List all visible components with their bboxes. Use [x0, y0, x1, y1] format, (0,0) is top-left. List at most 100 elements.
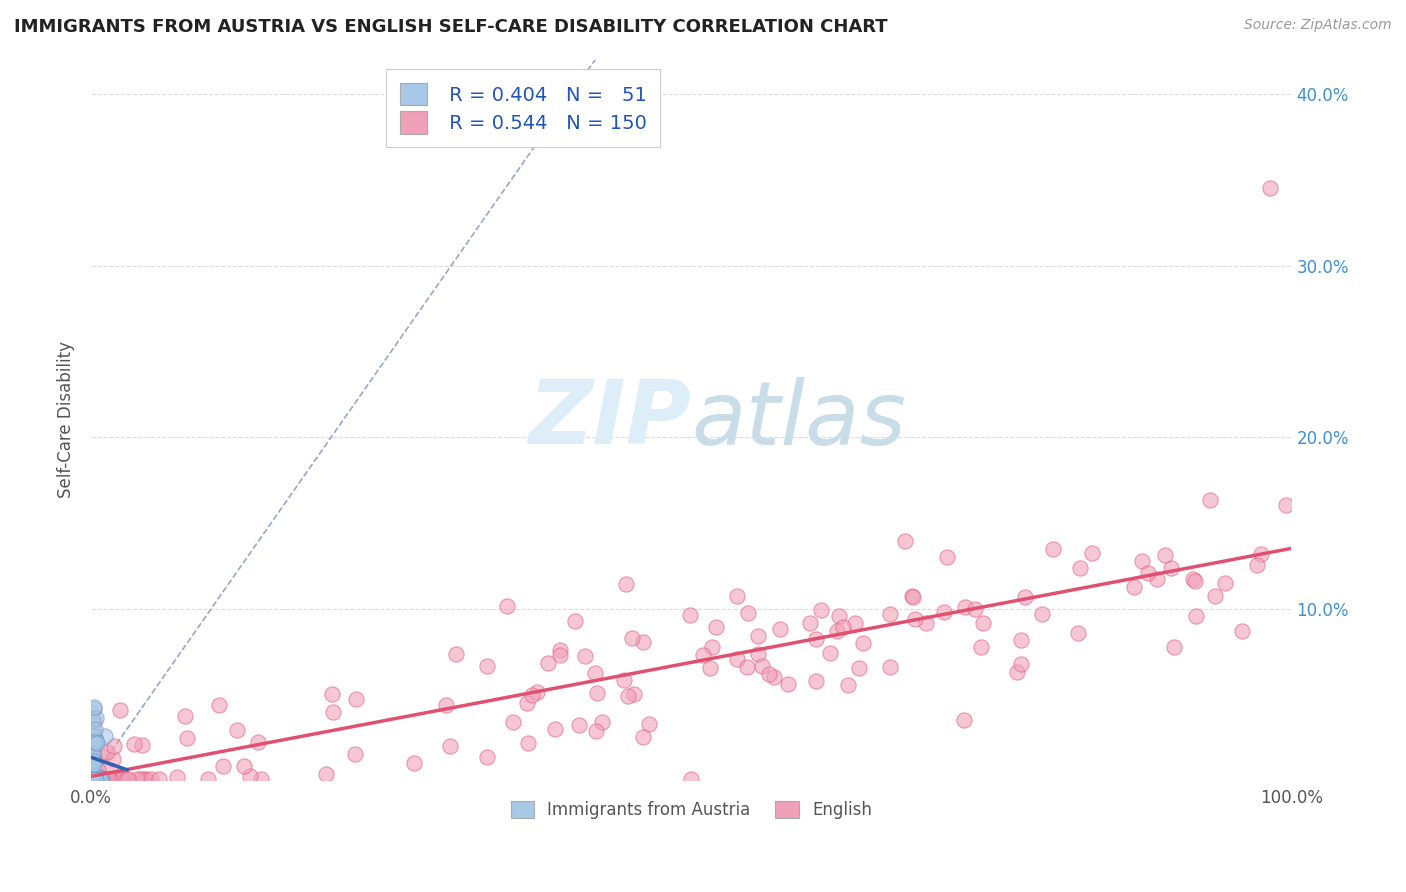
Point: [564, 614, 586, 628]
Point: [82, 741, 104, 756]
Point: [94, 772, 117, 786]
Point: [516, 696, 538, 710]
Point: [810, 603, 832, 617]
Point: [83, 755, 105, 769]
Point: [315, 767, 337, 781]
Point: [623, 687, 645, 701]
Point: [1005, 665, 1028, 680]
Point: [848, 661, 870, 675]
Point: [1081, 546, 1104, 560]
Point: [82, 746, 104, 760]
Point: [80, 752, 103, 766]
Point: [1204, 589, 1226, 603]
Point: [1215, 576, 1237, 591]
Text: atlas: atlas: [692, 377, 907, 463]
Point: [86, 772, 108, 786]
Point: [932, 605, 955, 619]
Point: [548, 643, 571, 657]
Point: [1010, 657, 1032, 671]
Point: [758, 666, 780, 681]
Point: [1066, 626, 1088, 640]
Point: [763, 670, 786, 684]
Point: [1160, 561, 1182, 575]
Point: [583, 666, 606, 681]
Point: [638, 716, 661, 731]
Text: IMMIGRANTS FROM AUSTRIA VS ENGLISH SELF-CARE DISABILITY CORRELATION CHART: IMMIGRANTS FROM AUSTRIA VS ENGLISH SELF-…: [14, 18, 887, 36]
Point: [1069, 561, 1091, 575]
Point: [1185, 609, 1208, 624]
Point: [568, 718, 591, 732]
Point: [1246, 558, 1268, 572]
Point: [87, 763, 110, 777]
Point: [477, 749, 499, 764]
Point: [84, 722, 107, 736]
Point: [89, 770, 111, 784]
Point: [585, 724, 607, 739]
Point: [852, 636, 875, 650]
Point: [93, 772, 115, 786]
Point: [84, 710, 107, 724]
Point: [747, 629, 769, 643]
Point: [250, 772, 273, 786]
Point: [80, 762, 103, 776]
Point: [108, 772, 131, 786]
Point: [904, 612, 927, 626]
Point: [82, 772, 104, 786]
Point: [616, 577, 638, 591]
Point: [965, 602, 987, 616]
Point: [82, 754, 104, 768]
Point: [98, 772, 121, 786]
Point: [82, 772, 104, 786]
Point: [936, 550, 959, 565]
Point: [537, 656, 560, 670]
Point: [83, 738, 105, 752]
Point: [804, 632, 827, 646]
Point: [1042, 542, 1064, 557]
Point: [526, 685, 548, 699]
Point: [83, 772, 105, 786]
Point: [94, 772, 117, 786]
Legend: Immigrants from Austria, English: Immigrants from Austria, English: [503, 795, 879, 826]
Point: [90, 748, 112, 763]
Point: [80, 772, 103, 786]
Point: [83, 772, 105, 786]
Point: [343, 747, 366, 761]
Point: [613, 673, 636, 688]
Point: [1275, 498, 1298, 512]
Point: [82, 723, 104, 738]
Point: [83, 699, 105, 714]
Point: [84, 772, 107, 786]
Point: [737, 606, 759, 620]
Point: [211, 759, 233, 773]
Point: [98, 763, 121, 777]
Point: [80, 705, 103, 719]
Point: [402, 756, 425, 771]
Point: [128, 772, 150, 786]
Point: [894, 533, 917, 548]
Point: [233, 759, 256, 773]
Point: [208, 698, 231, 712]
Point: [322, 705, 344, 719]
Point: [544, 722, 567, 736]
Point: [679, 772, 702, 786]
Point: [82, 772, 104, 786]
Point: [103, 739, 125, 753]
Point: [844, 616, 866, 631]
Point: [548, 648, 571, 663]
Point: [83, 735, 105, 749]
Point: [915, 616, 938, 631]
Point: [139, 772, 162, 786]
Point: [837, 678, 859, 692]
Point: [82, 729, 104, 743]
Point: [778, 676, 800, 690]
Point: [83, 754, 105, 768]
Point: [83, 772, 105, 786]
Point: [1136, 566, 1159, 580]
Point: [82, 747, 104, 761]
Point: [1181, 572, 1204, 586]
Point: [90, 772, 112, 786]
Point: [1010, 633, 1032, 648]
Point: [84, 772, 107, 786]
Point: [82, 772, 104, 786]
Point: [148, 772, 170, 786]
